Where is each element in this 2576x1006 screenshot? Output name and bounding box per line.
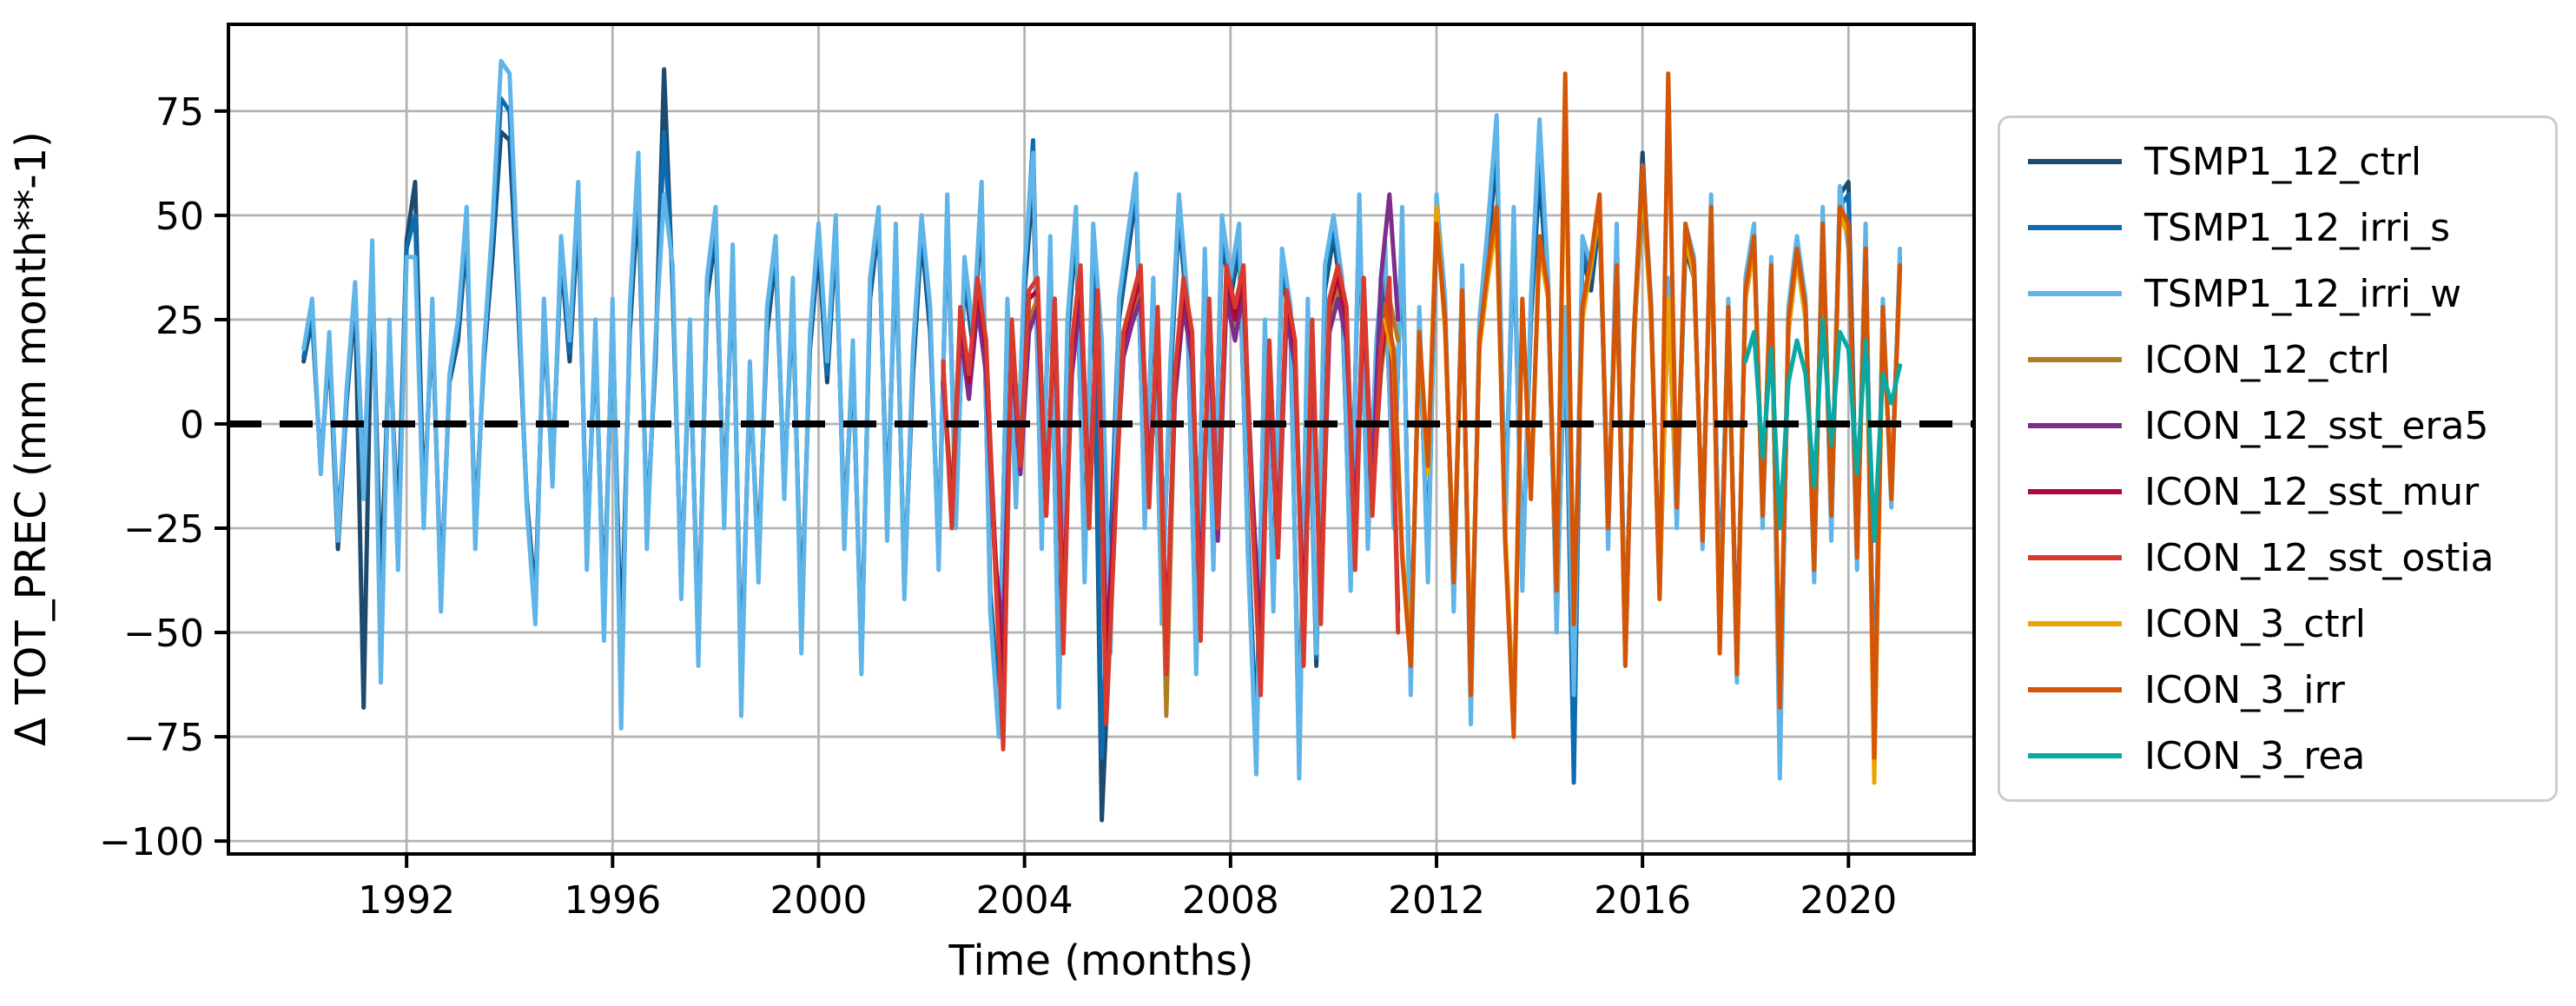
legend-line-swatch (2028, 357, 2122, 362)
legend-line-swatch (2028, 687, 2122, 692)
y-tick-label: −100 (99, 820, 204, 864)
legend-item-ICON_3_rea: ICON_3_rea (2009, 734, 2546, 778)
x-tick-label: 2008 (1182, 878, 1279, 923)
x-tick-label: 2000 (769, 878, 867, 923)
legend-line-swatch (2028, 489, 2122, 494)
y-tick-label: 75 (155, 90, 204, 135)
series-line-ICON_3_irr (1383, 71, 1903, 760)
legend-item-TSMP1_12_irri_w: TSMP1_12_irri_w (2009, 272, 2546, 316)
x-tick-label: 2020 (1800, 878, 1897, 923)
legend-label: ICON_3_rea (2144, 733, 2366, 778)
legend-item-ICON_12_sst_era5: ICON_12_sst_era5 (2009, 404, 2546, 448)
x-axis-label: Time (months) (948, 937, 1254, 985)
legend-line-swatch (2028, 555, 2122, 560)
legend-item-ICON_3_ctrl: ICON_3_ctrl (2009, 602, 2546, 646)
legend-label: TSMP1_12_ctrl (2144, 139, 2422, 184)
legend-line-swatch (2028, 621, 2122, 626)
legend-item-ICON_3_irr: ICON_3_irr (2009, 668, 2546, 712)
legend-line-swatch (2028, 159, 2122, 164)
y-tick-label: −75 (123, 716, 204, 760)
legend-line-swatch (2028, 291, 2122, 296)
legend-label: ICON_3_ctrl (2144, 601, 2366, 646)
x-tick-label: 2012 (1388, 878, 1485, 923)
x-tick-label: 1992 (358, 878, 455, 923)
legend-item-ICON_12_sst_mur: ICON_12_sst_mur (2009, 470, 2546, 514)
y-tick-label: 0 (180, 403, 204, 447)
series-line-ICON_3_rea (1743, 317, 1903, 543)
legend-line-swatch (2028, 753, 2122, 758)
legend-item-ICON_12_ctrl: ICON_12_ctrl (2009, 338, 2546, 382)
y-axis-label: Δ TOT_PREC (mm month**-1) (7, 131, 56, 746)
legend-item-TSMP1_12_ctrl: TSMP1_12_ctrl (2009, 140, 2546, 184)
legend-label: ICON_12_sst_era5 (2144, 403, 2489, 448)
legend-label: ICON_12_ctrl (2144, 337, 2390, 382)
series-lines (301, 58, 1903, 823)
legend-line-swatch (2028, 225, 2122, 230)
x-tick-label: 2004 (976, 878, 1073, 923)
plot-frame (227, 23, 1976, 856)
y-tick-label: −50 (123, 612, 204, 656)
legend-label: ICON_12_sst_mur (2144, 469, 2480, 514)
y-tick-label: −25 (123, 507, 204, 552)
legend-item-TSMP1_12_irri_s: TSMP1_12_irri_s (2009, 206, 2546, 250)
legend: TSMP1_12_ctrl TSMP1_12_irri_s TSMP1_12_irr… (1998, 116, 2558, 802)
legend-label: TSMP1_12_irri_w (2144, 271, 2462, 316)
y-tick-label: 25 (155, 299, 204, 343)
legend-label: TSMP1_12_irri_s (2144, 205, 2451, 250)
legend-line-swatch (2028, 423, 2122, 428)
legend-item-ICON_12_sst_ostia: ICON_12_sst_ostia (2009, 536, 2546, 580)
legend-label: ICON_3_irr (2144, 667, 2345, 712)
y-tick-label: 50 (155, 195, 204, 239)
x-tick-label: 1996 (564, 878, 661, 923)
axis-ticks: 1992 1996 2000 2004 2008 2012 2016 2020 75 50 25 0 −… (99, 90, 1897, 923)
x-tick-label: 2016 (1594, 878, 1691, 923)
series-line-ICON_12_sst_ostia (941, 263, 1401, 751)
legend-label: ICON_12_sst_ostia (2144, 535, 2494, 580)
